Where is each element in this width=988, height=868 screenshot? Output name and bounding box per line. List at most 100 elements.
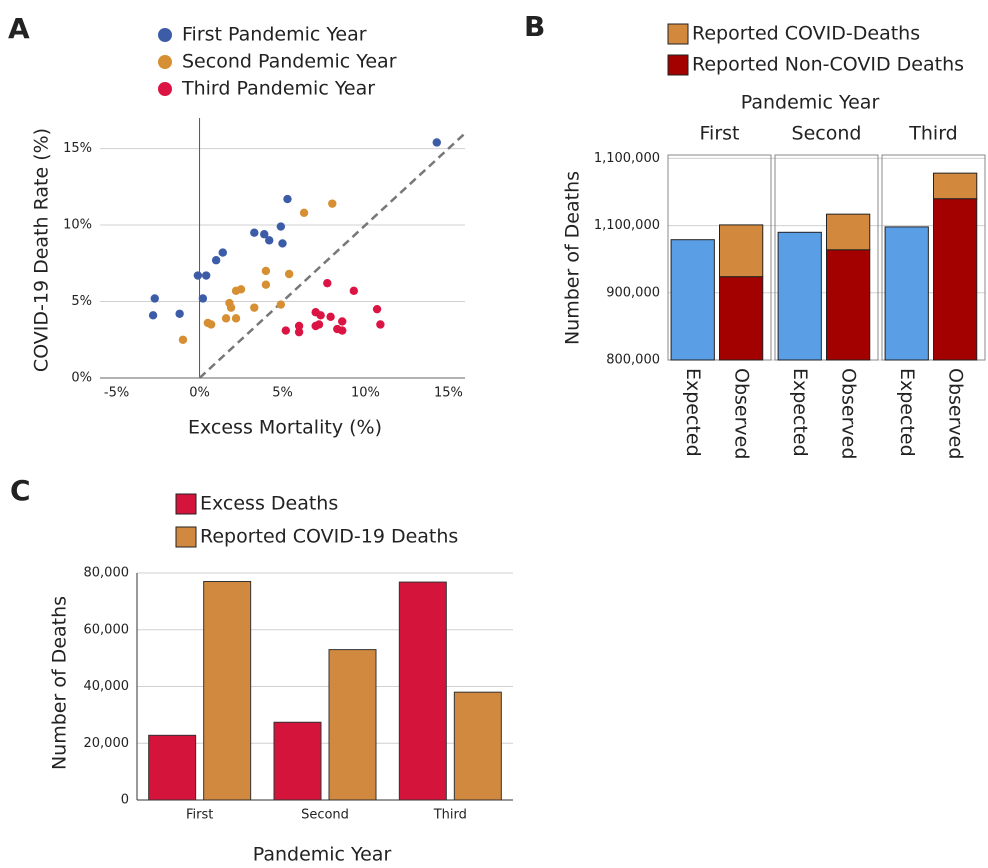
x-tick-label: Third [433,808,467,823]
point [294,321,304,331]
legend-swatch [667,23,689,45]
x-axis-title: Pandemic Year [253,844,392,866]
legend-label: Excess Deaths [200,493,338,515]
point [284,269,294,279]
point [323,278,332,288]
point [175,309,184,318]
x-tick-label: 15% [434,386,463,401]
point [349,286,359,296]
bar [777,231,822,361]
point [316,311,325,320]
point [193,271,203,280]
x-tick-label: First [186,808,213,823]
point [299,208,309,218]
legend-marker [158,55,172,69]
x-tick-label: Observed [731,368,753,459]
bar [273,721,322,801]
point [260,230,269,239]
bar [148,734,197,801]
y-axis-title: Number of Deaths [562,171,584,345]
point [314,320,324,329]
legend-label: Reported Non-COVID Deaths [692,54,964,76]
legend-swatch [175,493,197,515]
y-tick-label: 40,000 [84,679,130,694]
bar-segment [933,198,978,361]
point [338,317,347,326]
point [201,271,211,280]
bar [884,226,929,361]
legend-label: Third Pandemic Year [181,78,375,100]
bar-segment [826,213,871,251]
legend-label: First Pandemic Year [182,24,367,46]
bar-segment [719,224,764,278]
point [328,199,337,208]
y-tick-label: 900,000 [606,285,660,300]
point [276,222,286,231]
point [198,294,208,303]
y-tick-label: 800,000 [606,353,660,368]
x-axis-title: Excess Mortality (%) [188,417,382,439]
point [231,286,241,296]
point [338,326,347,335]
point [326,312,335,322]
facet-title: Pandemic Year [741,92,880,114]
point [283,194,292,204]
point [261,280,271,289]
bar [203,581,252,801]
y-axis-title: Number of Deaths [49,596,71,770]
bar-segment [933,172,978,200]
identity-line [198,132,466,379]
point [278,239,287,248]
x-tick-label: Observed [945,368,967,459]
point [276,300,286,309]
legend-swatch [667,54,689,76]
legend-label: Second Pandemic Year [182,51,397,73]
legend-marker [158,28,172,42]
point [211,256,221,265]
y-tick-label: 0% [71,371,92,386]
bar [328,649,377,801]
y-tick-label: 0 [121,793,129,808]
panel-letter: C [10,474,31,507]
legend-label: Reported COVID-19 Deaths [200,526,458,548]
y-tick-label: 20,000 [84,736,130,751]
x-tick-label: 0% [189,386,210,401]
point [250,228,259,237]
y-tick-label: 80,000 [84,566,130,581]
legend-marker [158,82,172,96]
point [206,320,216,329]
panel-letter: B [524,10,545,43]
y-tick-label: 5% [71,294,92,309]
point [148,311,158,320]
point [376,320,385,329]
y-tick-label: 1,100,000 [594,151,660,166]
point [432,138,441,147]
y-tick-label: 60,000 [84,622,130,637]
legend-label: Reported COVID-Deaths [692,23,920,45]
point [265,236,274,245]
facet-label: Third [908,123,957,145]
x-tick-label: 5% [272,386,293,401]
bar-segment [719,276,764,361]
point [250,303,259,312]
bar-segment [826,249,871,361]
x-tick-label: -5% [104,386,129,401]
x-tick-label: Expected [682,368,704,457]
bar [670,239,715,361]
y-tick-label: 10% [63,218,92,233]
panel-letter: A [8,12,30,45]
point [218,248,227,257]
x-tick-label: 10% [351,386,380,401]
x-tick-label: Expected [896,368,918,457]
y-tick-label: 15% [63,141,92,156]
point [221,314,231,323]
point [231,314,241,323]
point [294,327,304,337]
y-tick-label: 1,100,000 [594,218,660,233]
bar [398,581,447,801]
y-axis-title: COVID-19 Death Rate (%) [31,128,53,372]
point [226,303,236,312]
x-tick-label: Expected [789,368,811,457]
